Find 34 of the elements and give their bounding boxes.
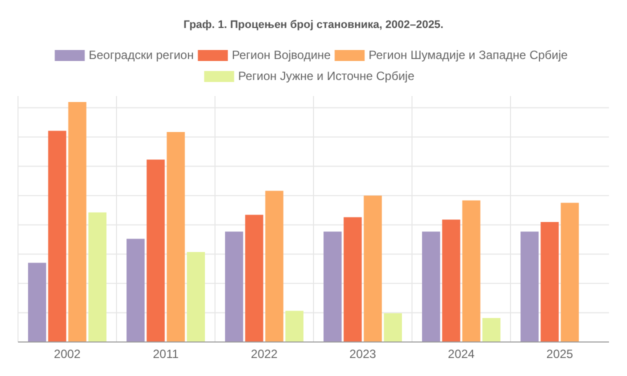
- x-tick-label: 2011: [152, 347, 179, 361]
- bar: [462, 200, 480, 342]
- bar: [126, 238, 145, 342]
- bar: [166, 132, 185, 342]
- bar: [146, 160, 165, 342]
- x-tick-label: 2023: [349, 347, 376, 361]
- bar: [364, 196, 382, 342]
- legend-label: Београдски регион: [88, 48, 194, 62]
- chart-title: Граф. 1. Процењен број становника, 2002–2025.: [184, 19, 444, 31]
- x-tick-label: 2002: [54, 347, 81, 361]
- bar: [344, 217, 362, 342]
- bar: [384, 313, 402, 342]
- bar: [482, 318, 500, 342]
- bar: [442, 220, 460, 342]
- bar: [422, 232, 440, 342]
- bar: [540, 222, 559, 342]
- bar: [88, 212, 106, 342]
- bar: [245, 214, 264, 342]
- bar: [520, 232, 539, 342]
- legend-label: Регион Шумадије и Западне Србије: [368, 48, 568, 62]
- legend-label: Регион Војводине: [232, 48, 332, 62]
- legend-label: Регион Јужне и Источне Србије: [238, 69, 415, 83]
- bar: [560, 202, 579, 342]
- bar: [225, 232, 244, 342]
- x-tick-label: 2024: [448, 347, 475, 361]
- x-tick-label: 2022: [250, 347, 278, 361]
- bar: [48, 130, 66, 342]
- bar: [285, 310, 304, 342]
- x-tick-label: 2025: [546, 347, 574, 361]
- bar: [324, 232, 342, 342]
- bar: [28, 262, 46, 342]
- bar: [68, 102, 86, 342]
- bar: [186, 252, 205, 342]
- bar: [265, 190, 284, 342]
